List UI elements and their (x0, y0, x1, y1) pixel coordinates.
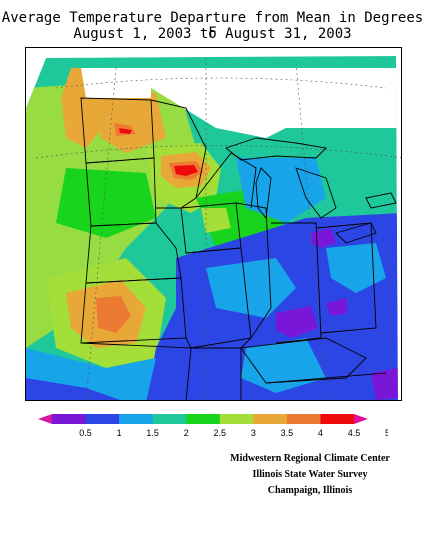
temperature-departure-map (25, 47, 402, 401)
legend-swatch (119, 414, 154, 424)
se-purple-spot (371, 368, 398, 400)
legend-swatch (286, 414, 321, 424)
lake-huron (295, 167, 337, 219)
legend-swatch (320, 414, 355, 424)
legend-tick-label: 3 (251, 428, 256, 438)
legend-tick-label: 4 (318, 428, 323, 438)
state-wi (195, 152, 257, 209)
state-boundaries (80, 97, 387, 400)
legend-swatch (52, 414, 87, 424)
graticule-lat-1 (55, 77, 387, 89)
ia-il-lightblue-area (206, 258, 296, 318)
legend-arrow-high (354, 414, 368, 424)
legend-tick-label: 0.5 (79, 428, 92, 438)
legend-swatch (85, 414, 120, 424)
ne-darkorange-area (96, 296, 131, 333)
color-legend: 0.5 1 1.5 2 2.5 3 3.5 4 4.5 5 (38, 414, 388, 438)
state-ky (240, 337, 367, 384)
legend-tick-label: 2 (184, 428, 189, 438)
state-ok (80, 342, 192, 400)
credit-line-3: Champaign, Illinois (267, 485, 353, 496)
oh-purple-spot (326, 298, 348, 316)
state-tn (265, 372, 387, 384)
legend-tick-label: 3.5 (281, 428, 294, 438)
sw-blue-area (26, 378, 126, 400)
legend-tick-label: 2.5 (214, 428, 227, 438)
state-ne (85, 222, 182, 284)
legend-swatch (186, 414, 221, 424)
state-mn (150, 99, 207, 209)
graticule-lon-1 (85, 67, 117, 400)
state-il (235, 202, 272, 349)
nd-warm-area (96, 83, 166, 153)
lake-superior (225, 137, 327, 161)
legend-tick-label: 5 (385, 428, 388, 438)
dakotas-green-area (56, 168, 156, 238)
legend-tick-label: 1.5 (146, 428, 159, 438)
mn-hotspot (174, 165, 198, 176)
canada-mask-1 (81, 68, 151, 98)
map-title-line1: Average Temperature Departure from Mean … (1, 10, 424, 41)
temperature-field (26, 56, 398, 400)
lake-erie (335, 222, 377, 244)
nd-hotspot (119, 128, 132, 134)
legend-tick-label: 1 (117, 428, 122, 438)
graticule (35, 58, 401, 400)
legend-swatch (152, 414, 187, 424)
state-in (271, 222, 322, 344)
legend-swatch (219, 414, 254, 424)
state-ar (191, 347, 242, 400)
state-mo (185, 247, 252, 349)
canada-mask-2 (151, 68, 398, 138)
map-canvas (26, 48, 401, 400)
graticule-lon-3 (295, 62, 327, 400)
mi-lightblue-area (326, 243, 386, 293)
in-purple-spot (276, 306, 318, 338)
projection-mask-right (396, 48, 401, 400)
credit-line-1: Midwestern Regional Climate Center (230, 453, 390, 464)
map-title-line2: August 1, 2003 to August 31, 2003 (73, 26, 352, 42)
projection-mask-left (26, 48, 46, 108)
wi-yellowgreen-area (201, 208, 231, 233)
state-oh (315, 222, 377, 334)
legend-tick-label: 4.5 (348, 428, 361, 438)
great-lakes (225, 137, 397, 244)
lake-michigan (255, 167, 272, 220)
legend-swatch (253, 414, 288, 424)
legend-arrow-low (38, 414, 52, 424)
lake-ontario (365, 192, 397, 209)
south-lightblue-area (241, 338, 326, 393)
credit-line-2: Illinois State Water Survey (252, 469, 368, 480)
